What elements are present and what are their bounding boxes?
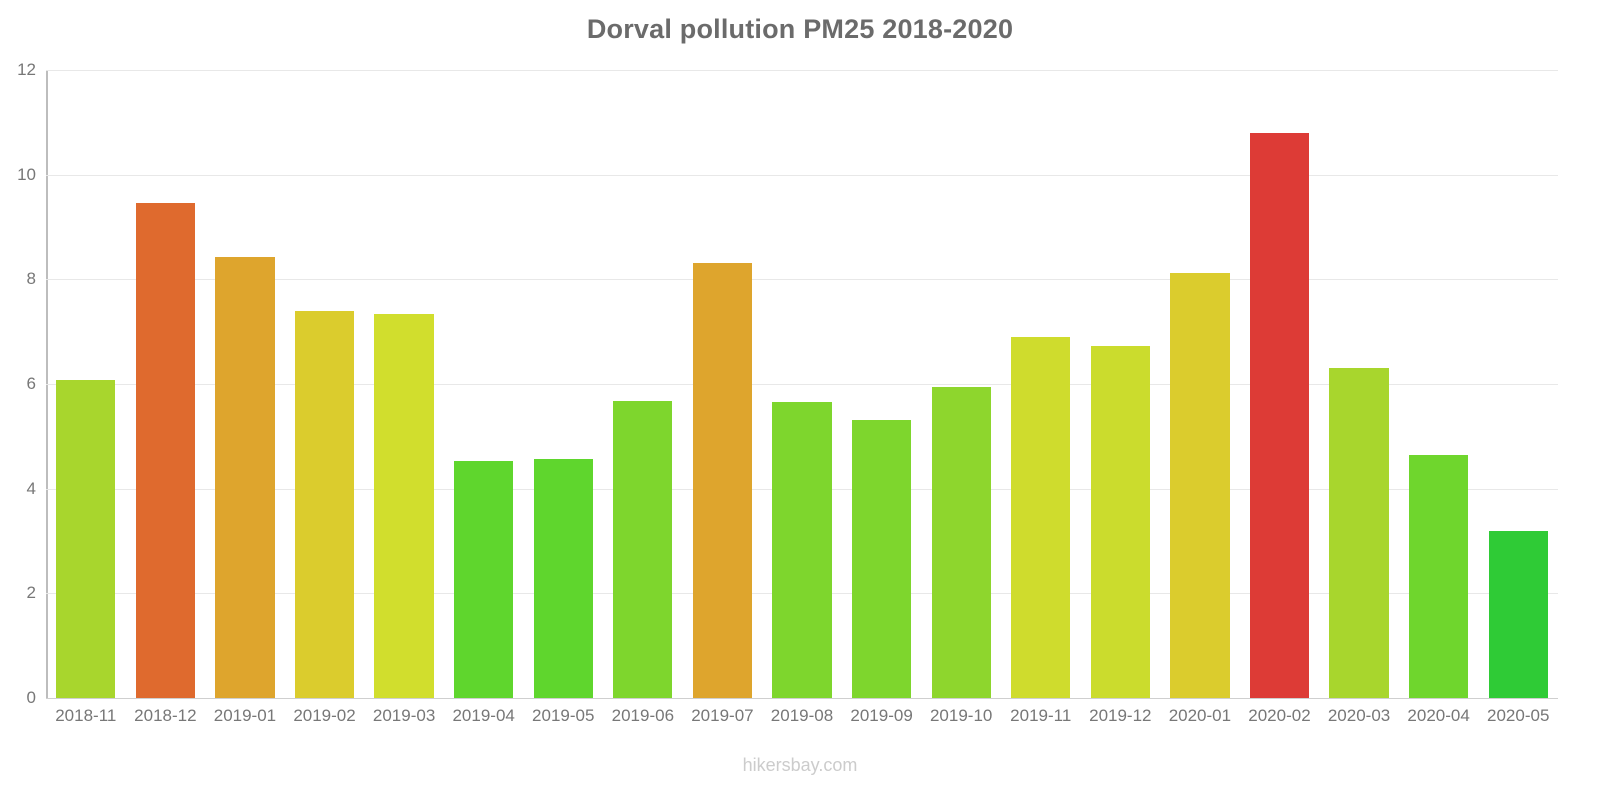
x-axis-tick-label: 2020-02 — [1248, 706, 1311, 725]
x-axis-tick-label: 2019-07 — [691, 706, 754, 725]
x-axis-tick-label: 2019-12 — [1089, 706, 1152, 725]
y-axis-tick-label: 2 — [26, 583, 36, 603]
x-axis-tick-label: 2020-01 — [1168, 706, 1232, 725]
bar-2020-02[interactable] — [1249, 132, 1310, 698]
x-axis-tick-label: 2019-02 — [293, 706, 356, 725]
bar-2019-05[interactable] — [533, 458, 593, 698]
x-axis-tick-label: 2019-09 — [850, 706, 913, 725]
chart-title: Dorval pollution PM25 2018-2020 — [586, 14, 1014, 44]
x-axis-tick-label: 2019-06 — [611, 706, 675, 725]
gridline — [46, 70, 1558, 71]
x-axis-tick-label: 2019-04 — [452, 706, 515, 725]
y-axis-tick-label: 12 — [17, 60, 36, 79]
x-axis-tick-label: 2020-03 — [1327, 706, 1391, 725]
bar-2019-01[interactable] — [215, 257, 275, 698]
gridline — [46, 384, 1558, 385]
x-axis-tick-label: 2020-04 — [1407, 706, 1470, 725]
bar-2019-10[interactable] — [931, 386, 991, 698]
x-axis-tick-label: 2020-05 — [1487, 706, 1550, 725]
bar-2019-03[interactable] — [374, 313, 434, 698]
bar-2018-11[interactable] — [56, 379, 116, 698]
bar-2020-05[interactable] — [1488, 530, 1548, 698]
bar-2020-04[interactable] — [1408, 454, 1469, 698]
bar-2019-06[interactable] — [613, 400, 673, 698]
bars-layer — [46, 70, 1558, 698]
x-axis-tick-label: 2019-11 — [1010, 706, 1072, 725]
x-axis-tick-label: 2019-10 — [929, 706, 993, 725]
x-axis-tick-label: 2018-12 — [134, 706, 197, 725]
y-axis-tick-label: 4 — [26, 478, 36, 498]
x-axis-tick-label: 2018-11 — [55, 706, 117, 725]
x-axis-tick-label: 2019-05 — [532, 706, 595, 725]
y-axis-tick-label: 6 — [26, 374, 36, 393]
x-axis-tick-label: 2019-03 — [372, 706, 436, 725]
x-axis-tick-labels: 2018-11 2018-12 2019-01 2019-02 2019-03 2019-… — [46, 706, 1558, 736]
bar-2019-09[interactable] — [851, 420, 912, 698]
bar-2019-11[interactable] — [1011, 337, 1071, 698]
bar-2020-01[interactable] — [1170, 272, 1230, 698]
x-axis-tick-label: 2019-01 — [213, 706, 277, 725]
y-axis-tick-label: 10 — [17, 164, 36, 184]
chart-footer-source: hikersbay.com — [742, 755, 858, 775]
gridline — [46, 174, 1558, 176]
bar-2018-12[interactable] — [135, 202, 195, 698]
bar-2019-08[interactable] — [772, 401, 832, 698]
x-axis-tick-label: 2019-08 — [770, 706, 834, 725]
gridline — [46, 279, 1558, 281]
bar-2019-12[interactable] — [1090, 346, 1150, 698]
bar-2019-02[interactable] — [294, 310, 355, 698]
plot-area — [46, 70, 1558, 699]
gridline — [46, 698, 1558, 699]
y-axis-tick-label: 8 — [26, 269, 36, 289]
bar-2020-03[interactable] — [1329, 367, 1389, 698]
bar-2019-07[interactable] — [692, 262, 753, 698]
y-axis-tick-labels: 0 2 4 6 8 10 12 — [0, 60, 36, 707]
bar-2019-04[interactable] — [454, 461, 514, 698]
y-axis-tick-label: 0 — [26, 688, 36, 707]
